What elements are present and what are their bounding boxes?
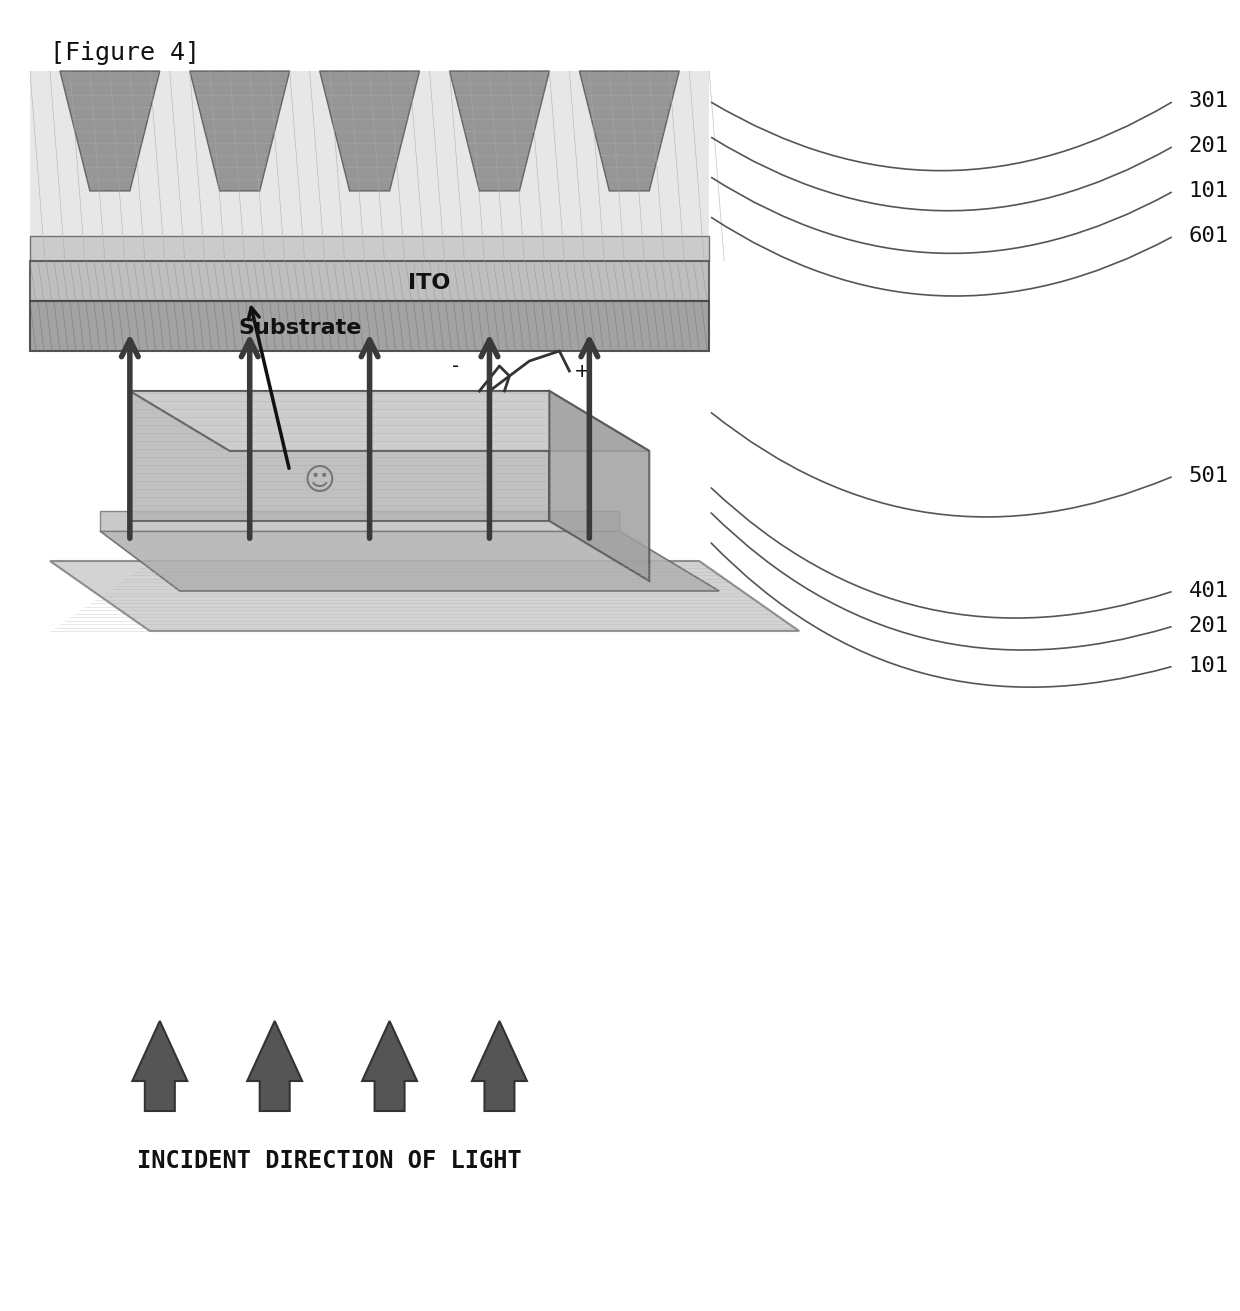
Polygon shape bbox=[60, 71, 160, 191]
Polygon shape bbox=[100, 531, 719, 591]
Polygon shape bbox=[579, 71, 680, 191]
Polygon shape bbox=[190, 71, 290, 191]
Polygon shape bbox=[320, 71, 419, 191]
Text: 101: 101 bbox=[1189, 656, 1229, 676]
Text: +: + bbox=[574, 362, 591, 380]
Text: 101: 101 bbox=[1189, 181, 1229, 201]
Text: 501: 501 bbox=[1189, 465, 1229, 486]
FancyArrow shape bbox=[362, 1021, 417, 1110]
Text: 301: 301 bbox=[1189, 90, 1229, 111]
Bar bbox=[130, 391, 549, 520]
FancyArrow shape bbox=[247, 1021, 303, 1110]
Text: 201: 201 bbox=[1189, 136, 1229, 156]
Text: INCIDENT DIRECTION OF LIGHT: INCIDENT DIRECTION OF LIGHT bbox=[138, 1148, 522, 1173]
Text: 201: 201 bbox=[1189, 616, 1229, 636]
Bar bbox=[30, 261, 709, 302]
Polygon shape bbox=[100, 511, 619, 531]
Polygon shape bbox=[450, 71, 549, 191]
Text: -: - bbox=[453, 357, 460, 375]
Polygon shape bbox=[50, 561, 799, 631]
Text: ☺: ☺ bbox=[304, 467, 336, 496]
Text: ITO: ITO bbox=[408, 273, 450, 292]
Text: 401: 401 bbox=[1189, 581, 1229, 600]
Bar bbox=[30, 236, 709, 261]
Text: [Figure 4]: [Figure 4] bbox=[50, 41, 200, 66]
Polygon shape bbox=[549, 391, 650, 581]
FancyArrow shape bbox=[133, 1021, 187, 1110]
Text: Substrate: Substrate bbox=[238, 319, 361, 338]
Text: 601: 601 bbox=[1189, 225, 1229, 246]
Polygon shape bbox=[130, 391, 650, 451]
FancyArrow shape bbox=[472, 1021, 527, 1110]
Bar bbox=[30, 302, 709, 351]
Bar bbox=[30, 71, 709, 261]
